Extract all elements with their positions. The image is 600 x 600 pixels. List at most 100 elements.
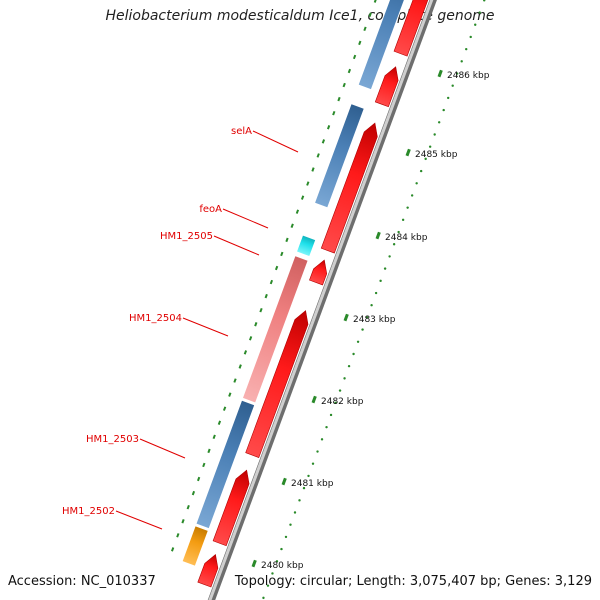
scale-dot bbox=[370, 304, 373, 307]
scale-dot bbox=[347, 364, 351, 368]
gc-dot bbox=[274, 265, 279, 271]
scale-dot bbox=[401, 218, 405, 222]
gc-dot bbox=[316, 153, 320, 158]
scale-dot bbox=[338, 389, 342, 392]
scale-dot bbox=[451, 84, 454, 87]
kbp-tick-label: 2481 kbp bbox=[291, 479, 334, 489]
gc-dot bbox=[176, 533, 180, 538]
gc-dot bbox=[259, 307, 263, 313]
gene-label: HM1_2505 bbox=[160, 231, 213, 242]
scale-dot bbox=[262, 596, 265, 600]
gene-bar-HM1_2505 bbox=[295, 234, 317, 258]
scale-dot bbox=[460, 60, 463, 63]
gc-dot bbox=[373, 0, 378, 3]
gc-dot bbox=[269, 279, 274, 285]
kbp-tick-label: 2486 kbp bbox=[447, 71, 490, 81]
scale-dot bbox=[456, 72, 459, 75]
gc-dot bbox=[285, 237, 289, 243]
scale-dot bbox=[271, 572, 274, 575]
scale-dot bbox=[469, 35, 472, 39]
gc-dot bbox=[326, 125, 331, 130]
gene-label: selA bbox=[231, 126, 252, 137]
cds-arrow bbox=[212, 469, 250, 547]
scale-dot bbox=[361, 328, 364, 331]
gc-dot bbox=[207, 448, 211, 454]
gc-dot bbox=[181, 519, 185, 524]
genome-summary-text: Topology: circular; Length: 3,075,407 bp… bbox=[234, 574, 592, 589]
kbp-tick-label: 2480 kbp bbox=[261, 561, 304, 571]
scale-dot bbox=[446, 96, 450, 100]
gc-dot bbox=[321, 139, 326, 144]
scale-dot bbox=[406, 206, 409, 209]
kbp-tick-mark bbox=[251, 559, 257, 568]
gc-dot bbox=[306, 181, 310, 186]
gc-dot bbox=[290, 223, 294, 228]
gene-label: HM1_2503 bbox=[86, 434, 139, 445]
scale-dot bbox=[343, 377, 346, 380]
scale-dot bbox=[433, 133, 436, 136]
scale-dot bbox=[293, 511, 297, 514]
scale-dot bbox=[329, 413, 333, 417]
cds-arrow bbox=[374, 66, 399, 108]
scale-dot bbox=[365, 316, 369, 319]
scale-dot bbox=[266, 584, 270, 587]
gene-leader-line bbox=[213, 235, 260, 256]
gc-dot bbox=[300, 195, 305, 200]
scale-dot bbox=[352, 352, 355, 356]
kbp-tick-label: 2485 kbp bbox=[415, 150, 458, 160]
scale-dot bbox=[428, 145, 432, 148]
gc-dot bbox=[295, 209, 300, 214]
scale-dot bbox=[483, 0, 486, 2]
gc-dot bbox=[217, 420, 222, 425]
gc-dot bbox=[311, 167, 315, 172]
gene-leader-line bbox=[139, 438, 186, 459]
scale-dot bbox=[379, 279, 382, 283]
cds-arrow bbox=[309, 259, 328, 286]
gc-dot bbox=[222, 406, 227, 411]
scale-dot bbox=[410, 194, 414, 197]
gc-dot bbox=[347, 68, 352, 74]
gc-dot bbox=[212, 434, 216, 440]
kbp-tick-mark bbox=[281, 477, 287, 486]
gene-label: HM1_2502 bbox=[62, 506, 115, 517]
scale-dot bbox=[275, 560, 279, 563]
scale-dot bbox=[316, 450, 319, 453]
scale-dot bbox=[415, 182, 418, 185]
kbp-tick-label: 2482 kbp bbox=[321, 397, 364, 407]
scale-dot bbox=[383, 267, 387, 270]
kbp-tick-mark bbox=[311, 395, 317, 404]
scale-dot bbox=[424, 157, 427, 161]
gc-dot bbox=[363, 26, 367, 32]
gc-dot bbox=[191, 490, 196, 496]
gc-dot bbox=[264, 293, 268, 299]
gc-dot bbox=[228, 392, 232, 397]
gene-label: feoA bbox=[199, 204, 222, 215]
gc-dot bbox=[254, 322, 258, 327]
gene-leader-line bbox=[222, 208, 269, 229]
gc-dot bbox=[243, 350, 248, 355]
scale-dot bbox=[320, 438, 324, 441]
scale-dot bbox=[302, 486, 306, 490]
gc-dot bbox=[170, 547, 175, 552]
scale-dot bbox=[388, 255, 391, 258]
kbp-tick-mark bbox=[343, 313, 349, 322]
gene-label: HM1_2504 bbox=[129, 313, 182, 324]
scale-dot bbox=[325, 425, 328, 429]
gc-dot bbox=[358, 40, 362, 46]
kbp-tick-mark bbox=[375, 231, 381, 240]
scale-dot bbox=[307, 474, 310, 478]
scale-dot bbox=[289, 523, 292, 526]
scale-dot bbox=[334, 401, 337, 404]
scale-dot bbox=[478, 11, 481, 14]
cds-arrow bbox=[197, 554, 219, 588]
kbp-tick-mark bbox=[405, 148, 411, 157]
gc-dot bbox=[280, 251, 284, 257]
gc-dot bbox=[352, 54, 357, 60]
scale-dot bbox=[442, 108, 445, 112]
scale-dot bbox=[356, 340, 360, 343]
gene-bar-selA bbox=[313, 103, 365, 209]
gene-leader-line bbox=[252, 130, 299, 153]
gene-leader-line bbox=[182, 317, 229, 337]
